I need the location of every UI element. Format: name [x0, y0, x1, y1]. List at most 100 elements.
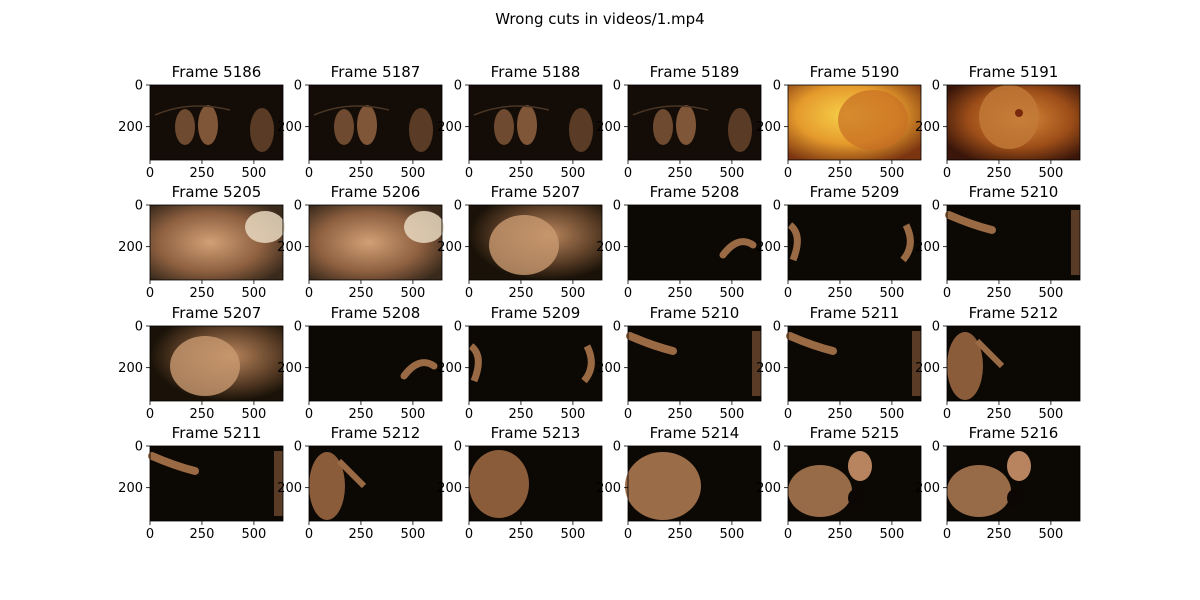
x-tick-label: 250 [509, 166, 534, 181]
y-tick-label: 200 [756, 481, 781, 496]
subplot-title: Frame 5214 [650, 424, 740, 442]
axes-frame [787, 204, 922, 281]
subplot-title: Frame 5207 [491, 183, 581, 201]
x-tick-label: 250 [190, 527, 215, 542]
subplot: Frame 5189 0 250 500 0 200 [596, 63, 762, 181]
x-tick-label: 500 [1038, 527, 1063, 542]
x-tick-label: 250 [668, 407, 693, 422]
x-tick-label: 250 [509, 286, 534, 301]
subplot-title: Frame 5216 [969, 424, 1059, 442]
axes-frame [308, 325, 443, 402]
y-tick-label: 200 [756, 120, 781, 135]
y-tick-label: 0 [932, 440, 940, 455]
y-tick-label: 200 [915, 240, 940, 255]
figure-shape [409, 108, 433, 152]
axes-frame [149, 84, 284, 161]
axes-frame [627, 445, 762, 522]
frame-image-background [788, 205, 921, 280]
y-tick-label: 0 [294, 199, 302, 214]
x-tick-label: 250 [828, 166, 853, 181]
axes-frame [308, 445, 443, 522]
y-tick-label: 200 [596, 361, 621, 376]
x-tick-label: 250 [190, 286, 215, 301]
y-tick-label: 200 [437, 361, 462, 376]
axes-frame [787, 445, 922, 522]
subplot-title: Frame 5189 [650, 63, 740, 81]
y-tick-label: 0 [294, 320, 302, 335]
arm-shape [400, 359, 438, 380]
frame-image-background [150, 446, 283, 521]
subplot: Frame 5207 0 250 500 0 200 [118, 304, 284, 422]
subplot: Frame 5209 0 250 500 0 200 [756, 183, 922, 301]
cap-shape [404, 211, 444, 243]
x-tick-label: 500 [400, 407, 425, 422]
y-tick-label: 0 [932, 199, 940, 214]
x-tick-label: 250 [509, 407, 534, 422]
x-tick-label: 500 [719, 286, 744, 301]
axes-frame [149, 204, 284, 281]
figure-shape [494, 109, 514, 145]
arm-shape [787, 222, 801, 262]
x-tick-label: 250 [987, 286, 1012, 301]
y-tick-label: 0 [294, 79, 302, 94]
x-tick-label: 0 [943, 527, 951, 542]
subplot-grid: Frame 5186 0 250 500 0 200 Frame 5187 0 250 500 0 2… [118, 63, 1081, 542]
x-tick-label: 500 [879, 286, 904, 301]
y-tick-label: 0 [613, 199, 621, 214]
subplot-title: Frame 5215 [810, 424, 900, 442]
branch-shape [313, 105, 390, 116]
y-tick-label: 0 [613, 440, 621, 455]
x-tick-label: 0 [465, 286, 473, 301]
subplot-title: Frame 5208 [650, 183, 740, 201]
y-tick-label: 200 [596, 481, 621, 496]
subplot-title: Frame 5205 [172, 183, 262, 201]
x-tick-label: 0 [943, 166, 951, 181]
axes-frame [149, 325, 284, 402]
edge-figure-shape [912, 331, 921, 396]
arm-shape [786, 332, 837, 355]
axes-frame [627, 325, 762, 402]
y-tick-label: 0 [773, 79, 781, 94]
y-tick-label: 200 [118, 481, 143, 496]
axes-frame [468, 325, 603, 402]
x-tick-label: 250 [828, 286, 853, 301]
axes-frame [787, 84, 922, 161]
torso-shape [947, 332, 983, 400]
x-tick-label: 500 [1038, 407, 1063, 422]
eye-shape [1015, 109, 1023, 117]
branch-shape [632, 105, 709, 116]
figure-shape [357, 105, 377, 145]
axes-frame [627, 84, 762, 161]
subplot-title: Frame 5212 [331, 424, 421, 442]
y-tick-label: 0 [454, 79, 462, 94]
subplot: Frame 5187 0 250 500 0 200 [277, 63, 443, 181]
arm-shape [945, 211, 996, 234]
figure-shape [175, 109, 195, 145]
figure-shape [728, 108, 752, 152]
y-tick-label: 200 [596, 240, 621, 255]
x-tick-label: 500 [241, 527, 266, 542]
axes-frame [308, 204, 443, 281]
frame-image-background [788, 326, 921, 401]
arm-shape [626, 332, 677, 355]
axes-frame [946, 325, 1081, 402]
y-tick-label: 0 [454, 320, 462, 335]
x-tick-label: 0 [624, 527, 632, 542]
subplot: Frame 5188 0 250 500 0 200 [437, 63, 603, 181]
x-tick-label: 0 [146, 407, 154, 422]
axes-frame [627, 204, 762, 281]
y-tick-label: 200 [277, 481, 302, 496]
edge-figure-shape [1071, 210, 1080, 275]
subplot-title: Frame 5211 [810, 304, 900, 322]
x-tick-label: 0 [624, 166, 632, 181]
frame-image-background [469, 326, 602, 401]
subplot-title: Frame 5207 [172, 304, 262, 322]
y-tick-label: 0 [135, 440, 143, 455]
edge-figure-shape [274, 451, 283, 516]
subplot: Frame 5208 0 250 500 0 200 [596, 183, 762, 301]
x-tick-label: 0 [146, 166, 154, 181]
arm-blur-shape [788, 465, 852, 517]
y-tick-label: 200 [756, 361, 781, 376]
y-tick-label: 200 [277, 361, 302, 376]
y-tick-label: 0 [135, 79, 143, 94]
